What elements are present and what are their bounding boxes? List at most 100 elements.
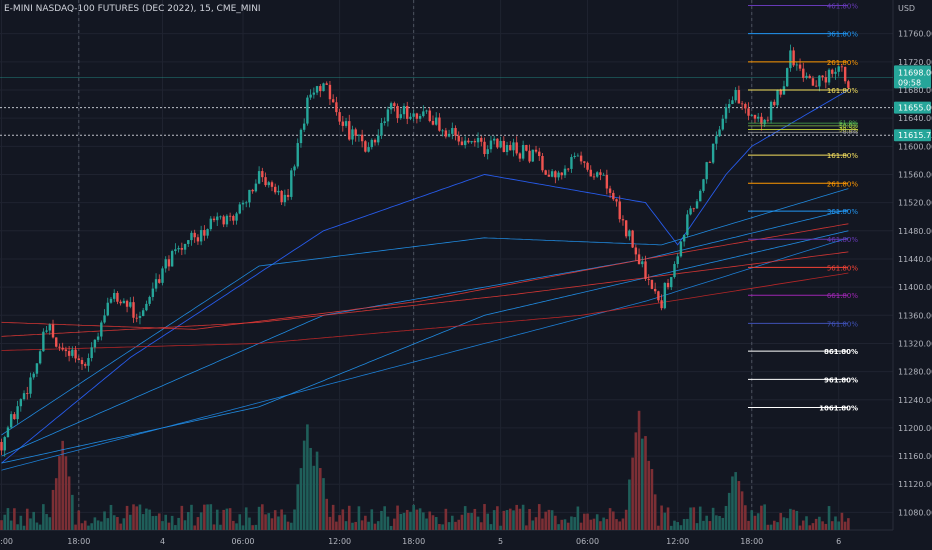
candle-body [689,208,692,215]
price-axis[interactable]: 11080.00 11120.00 11160.00 11200.00 11240.00… [898,30,932,518]
volume-bar [322,478,325,530]
moving-average-line [1,223,849,330]
candle-body [3,437,6,451]
volume-bar [801,520,805,530]
candle-body [602,174,605,176]
candle-body [499,140,502,148]
candle-body [277,190,280,193]
candle-body [570,157,573,169]
volume-bar [834,516,837,530]
volume-bar [58,456,61,530]
candle-body [605,174,609,189]
candle-body [290,170,293,197]
candle-body [653,288,657,292]
candle-body [457,135,460,142]
volume-bar [367,521,370,530]
candle-body [463,140,467,146]
time-tick-label: 12:00 [0,537,13,546]
moving-average-line [1,251,849,337]
candle-body [676,256,679,265]
volume-bar [293,509,296,530]
moving-average-line [1,272,849,351]
volume-bar [180,505,184,530]
price-tick-label: 11200.00 [898,424,932,433]
fib-level-label: 461.80% [827,3,858,11]
candle-body [373,139,377,143]
key-level-label: 11655.00 [898,104,932,113]
volume-bar [177,517,180,530]
fib-cluster-label: 38.2% [839,126,858,133]
volume-bar [454,521,457,530]
candle-body [161,268,164,283]
candle-body [216,216,219,221]
volume-bar [502,510,506,530]
volume-bar [773,520,776,530]
volume-bar [824,523,828,530]
price-tick-label: 11400.00 [898,283,932,292]
fib-cluster-label: 0.0% [843,129,859,136]
candle-body [219,216,222,218]
candle-body [367,147,370,152]
candle-body [222,216,225,225]
volume-bar [724,505,728,530]
volume-bar [45,514,48,530]
candle-body [618,201,621,220]
volume-bar [512,510,515,530]
candle-body [74,349,77,359]
candle-body [557,172,560,178]
volume-bar [145,508,148,530]
volume-bar [312,465,316,530]
volume-bar [727,492,731,530]
candle-body [731,100,734,105]
volume-bar [808,525,812,530]
candle-body [151,288,155,297]
candle-body [631,230,634,248]
candle-body [267,182,270,186]
volume-bar [769,524,773,530]
volume-bar [525,525,528,530]
candle-body [119,301,122,304]
candle-body [306,97,309,124]
time-tick-label: 06:00 [231,537,254,546]
volume-bar [42,504,45,530]
time-axis[interactable]: 12:00 18:00 4 06:00 12:00 18:00 5 06:00 12:00 18:… [0,537,841,546]
volume-bar [692,507,696,530]
volume-bar [100,521,103,530]
volume-bar [13,508,16,530]
candle-body [734,90,737,101]
volume-bar [737,481,741,530]
price-tick-label: 11120.00 [898,480,932,489]
volume-bar [219,524,222,530]
candle-body [141,310,145,317]
candle-body [686,214,689,236]
volume-bar [653,494,657,530]
candle-body [541,156,544,171]
volume-bar [805,516,808,530]
fibonacci-extension: 161.80% 261.80% 361.80% 461.80% 561.80% 661.8… [748,3,858,413]
volume-bar [64,456,68,530]
volume-bar [550,510,554,530]
volume-bar [496,506,499,530]
volume-bar [740,491,744,530]
volume-bar [209,504,213,530]
candle-body [393,103,396,106]
candlesticks [0,44,850,457]
candle-body [103,315,106,323]
volume-bar [676,522,679,530]
volume-bar [830,521,834,530]
candle-body [6,427,10,438]
candle-body [148,296,151,304]
volume-bar [689,507,692,530]
candle-body [87,358,90,366]
volume-bar [251,525,254,530]
volume-bar [669,525,673,530]
volume-bar [592,518,596,530]
candle-body [13,414,16,420]
volume-bar [418,508,422,530]
candle-body [113,292,116,299]
volume-bar [6,508,10,530]
candle-body [747,108,750,116]
volume-bar [96,520,100,530]
volume-bar [132,504,135,530]
